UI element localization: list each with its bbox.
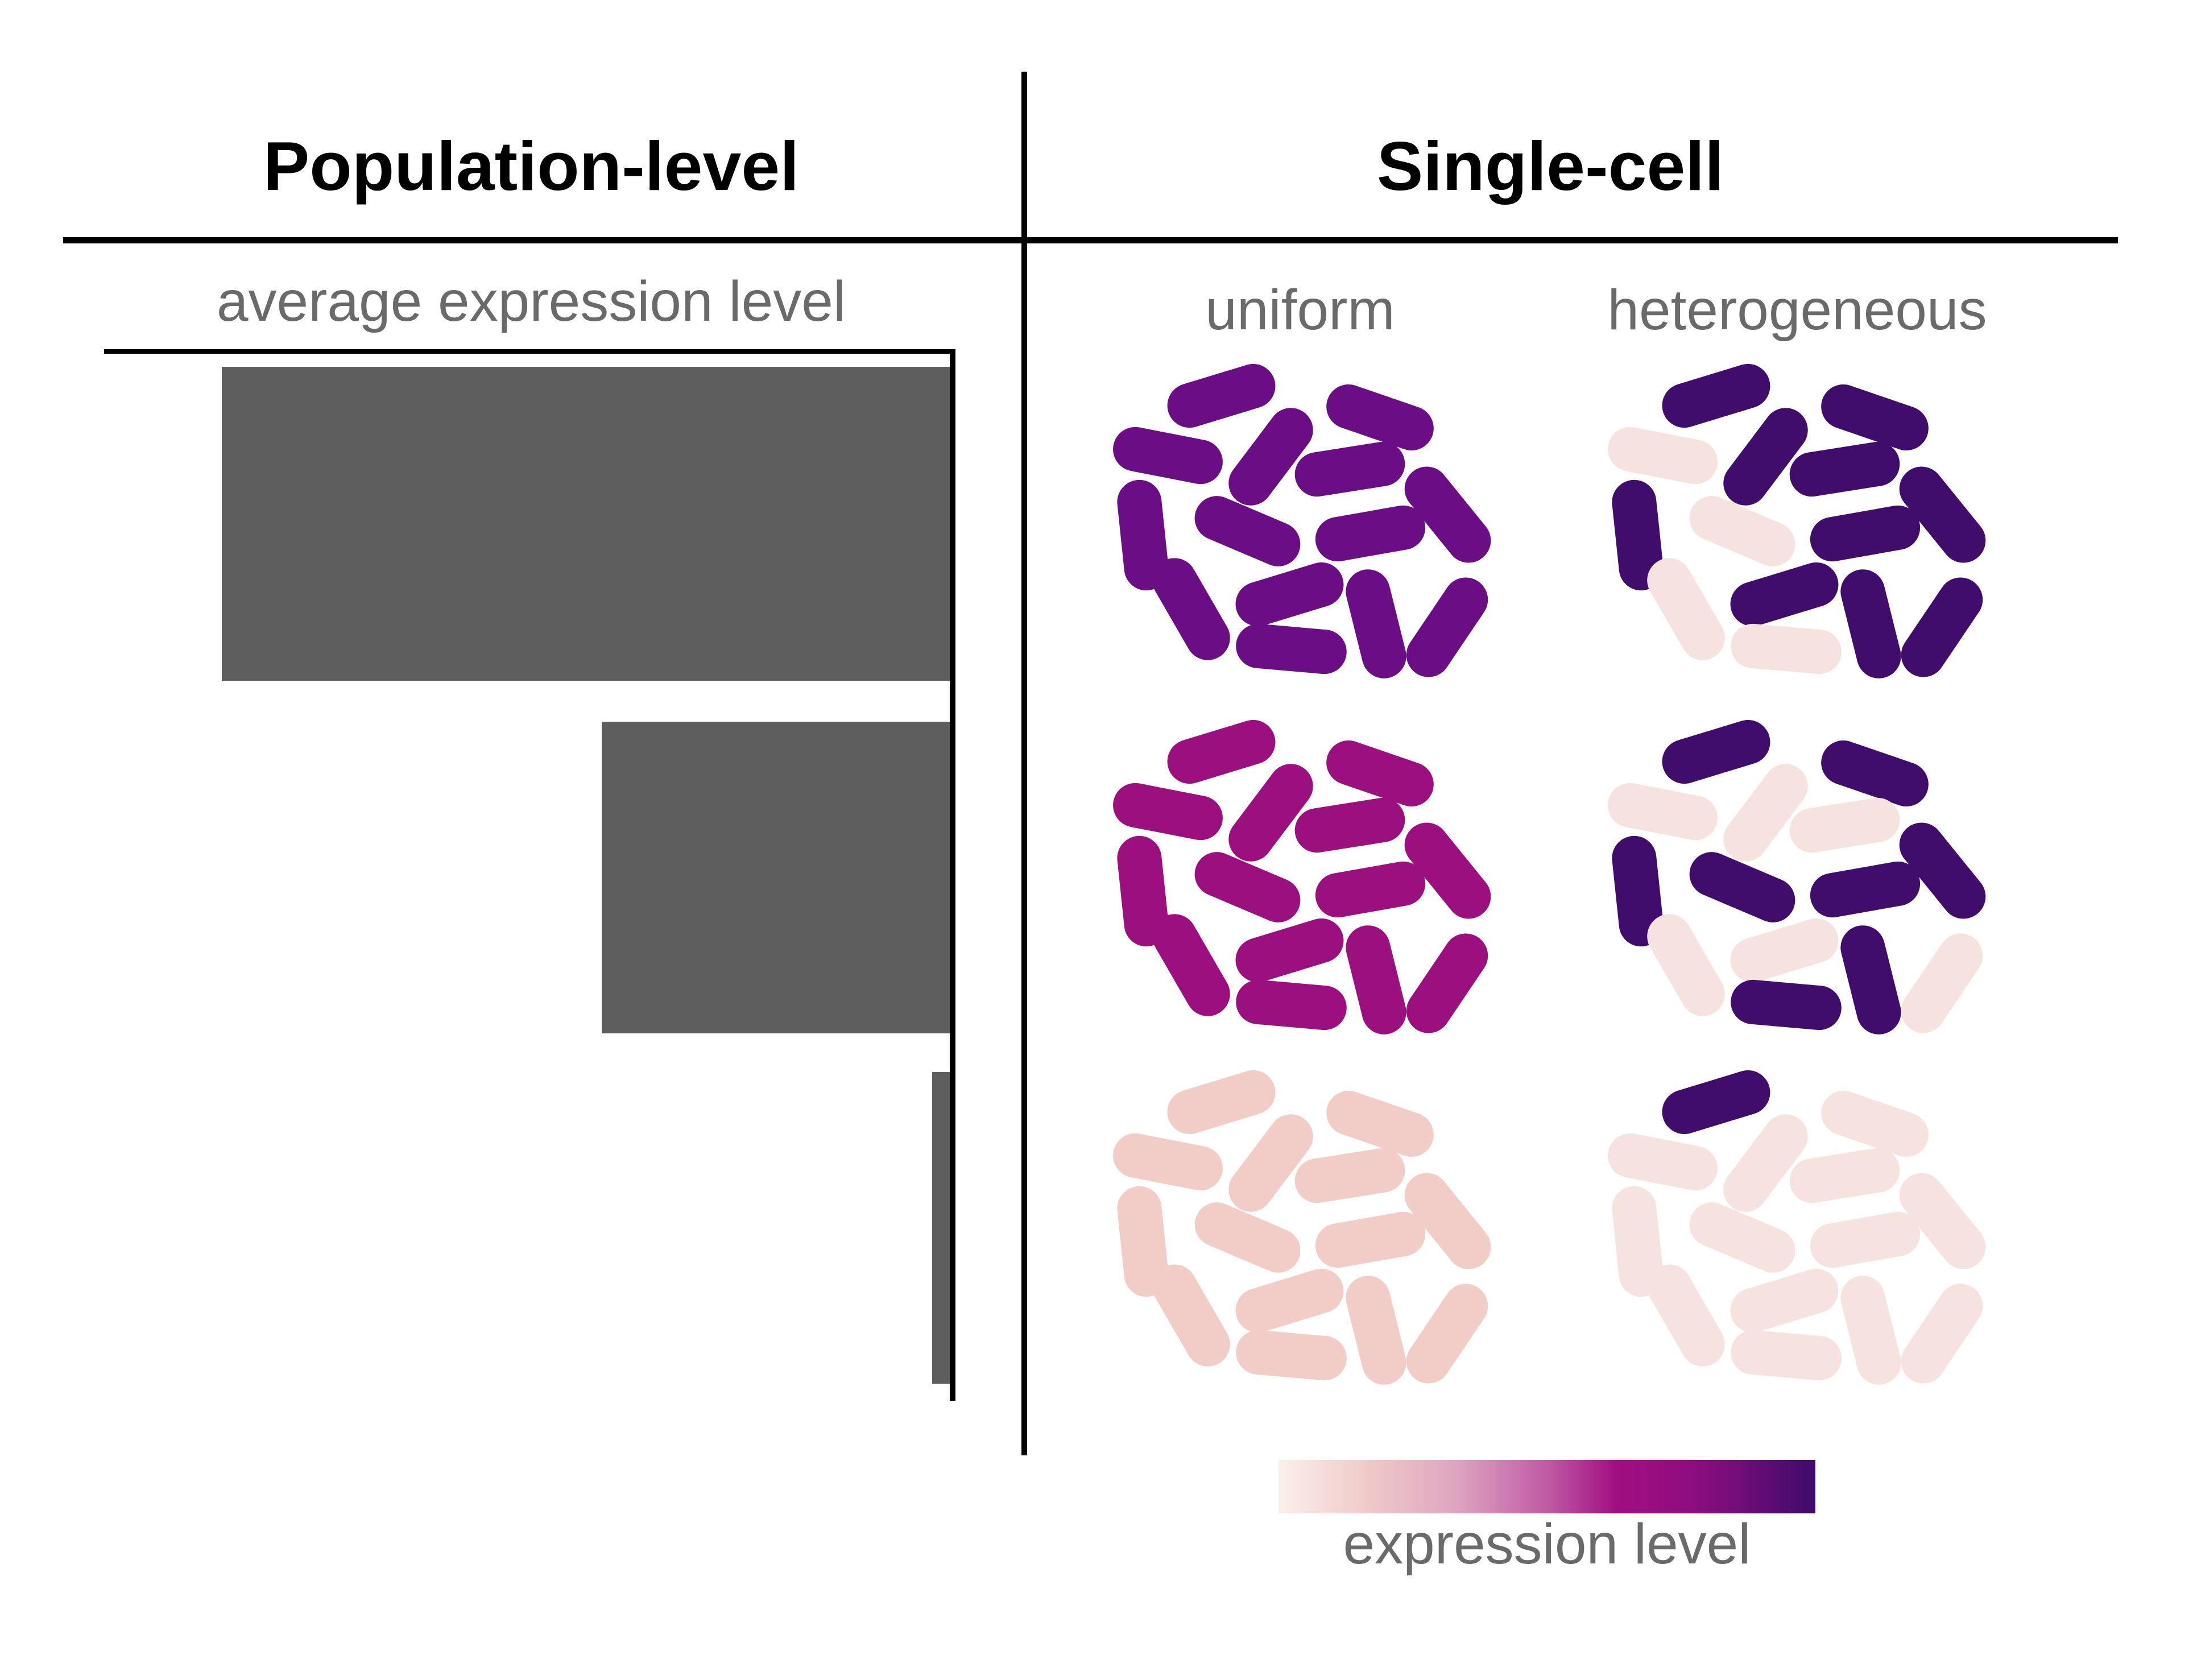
bar-high-expression xyxy=(222,367,950,681)
header-rule xyxy=(63,237,2118,243)
bacterium-cell xyxy=(1724,557,1844,632)
bacterium-cell xyxy=(1604,1129,1722,1194)
bacterium-cell xyxy=(1892,1275,1992,1392)
bacterium-cell xyxy=(1397,569,1497,686)
bacterium-cell xyxy=(1109,1129,1227,1194)
column-label-heterogeneous: heterogeneous xyxy=(1607,278,1987,342)
bacterium-cell xyxy=(1161,1065,1281,1140)
bacterium-cell xyxy=(1234,978,1349,1032)
bacterium-cell xyxy=(1786,1145,1903,1206)
bacterium-cell xyxy=(1311,858,1429,921)
bacterium-cell xyxy=(1786,795,1903,856)
bacterium-cell xyxy=(1109,423,1227,488)
bacterium-cell xyxy=(1230,1263,1350,1338)
bacterium-cell xyxy=(1639,550,1733,668)
bacterium-cell xyxy=(1292,1145,1408,1206)
legend-label: expression level xyxy=(1343,1512,1751,1576)
bacterium-cell xyxy=(1397,1275,1497,1392)
bacterium-cell xyxy=(1161,358,1281,433)
bacterium-cell xyxy=(1161,714,1281,789)
bacterium-cell xyxy=(1892,925,1992,1042)
chart-right-axis xyxy=(950,349,955,1401)
bacterium-cell xyxy=(1144,1256,1239,1375)
left-panel-title: Population-level xyxy=(263,127,800,205)
right-panel-title: Single-cell xyxy=(1376,127,1724,205)
bacterium-cell xyxy=(1786,438,1903,500)
bacterium-cell xyxy=(1639,1256,1733,1375)
bacterium-cell xyxy=(1639,906,1733,1024)
bacterium-cell xyxy=(1292,438,1408,500)
bacterium-cell xyxy=(1341,920,1411,1040)
legend-gradient-bar xyxy=(1279,1460,1815,1513)
bacterium-cell xyxy=(1341,564,1411,684)
bacterium-cell xyxy=(1109,779,1227,844)
bacterium-cell xyxy=(1144,550,1239,668)
bacterium-cell xyxy=(1656,358,1776,433)
bacterium-cell xyxy=(1728,1328,1844,1383)
bacterium-cell xyxy=(1836,564,1906,684)
bacterium-cell xyxy=(1724,1263,1844,1338)
column-label-uniform: uniform xyxy=(1205,278,1395,342)
bacterium-cell xyxy=(1892,569,1992,686)
panel-divider xyxy=(1021,72,1027,1455)
bacterium-cell xyxy=(1656,1065,1776,1140)
chart-top-axis xyxy=(104,349,955,354)
bacterium-cell xyxy=(1836,920,1906,1040)
bar-intermediate-expression xyxy=(602,722,950,1033)
bacterium-cell xyxy=(1806,502,1924,565)
bacterium-cell xyxy=(1230,557,1350,632)
bacterium-cell xyxy=(1806,858,1924,921)
bacterium-cell xyxy=(1311,1208,1429,1272)
bacterium-cell xyxy=(1341,1271,1411,1390)
bacterium-cell xyxy=(1724,913,1844,988)
bacterium-cell xyxy=(1728,622,1844,676)
bacterium-cell xyxy=(1397,925,1497,1042)
bacterium-cell xyxy=(1230,913,1350,988)
bacterium-cell xyxy=(1604,423,1722,488)
bacterium-cell xyxy=(1292,795,1408,856)
bacterium-cell xyxy=(1144,906,1239,1024)
bacterium-cell xyxy=(1728,978,1844,1032)
bacterium-cell xyxy=(1604,779,1722,844)
chart-title: average expression level xyxy=(216,270,846,333)
bacterium-cell xyxy=(1806,1208,1924,1272)
bar-low-expression xyxy=(932,1072,950,1384)
bacterium-cell xyxy=(1656,714,1776,789)
bacterium-cell xyxy=(1234,622,1349,676)
bacterium-cell xyxy=(1836,1271,1906,1390)
bacterium-cell xyxy=(1311,502,1429,565)
bacterium-cell xyxy=(1234,1328,1349,1383)
